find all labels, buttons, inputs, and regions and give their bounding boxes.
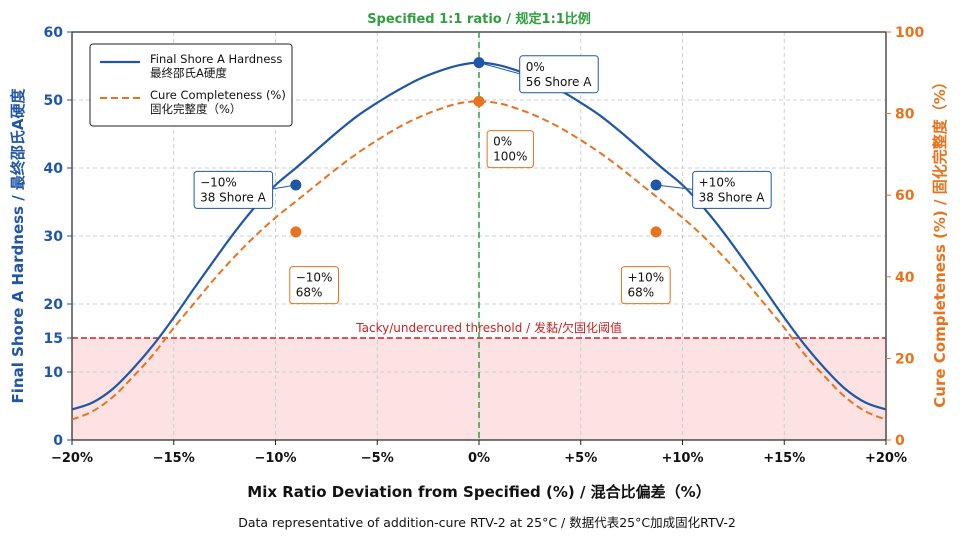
annotation-line2: 68%: [627, 286, 654, 300]
x-tick-label: −5%: [361, 451, 394, 466]
data-point-marker: [290, 226, 302, 238]
y-right-axis-title: Cure Completeness (%) / 固化完整度（%）: [931, 74, 949, 407]
annotation-line1: +10%: [699, 175, 736, 189]
data-markers: [290, 57, 662, 238]
y-right-tick-label: 40: [895, 270, 915, 286]
x-tick-label: 0%: [468, 451, 490, 466]
y-right-tick-label: 60: [895, 188, 915, 204]
x-axis-ticks: −20% −15% −10% −5% 0% +5% +10% +15% +20%: [51, 440, 907, 466]
y-left-axis-title: Final Shore A Hardness / 最终邵氏A硬度: [9, 87, 27, 403]
threshold-label: Tacky/undercured threshold / 发黏/欠固化阈值: [355, 320, 622, 335]
y-left-tick-label: 20: [44, 297, 64, 313]
data-point-marker: [650, 179, 662, 191]
data-point-marker: [650, 226, 662, 238]
y-left-tick-label: 40: [44, 161, 64, 177]
data-point-marker: [473, 57, 485, 69]
y-left-tick-label: 15: [44, 331, 63, 347]
y-left-axis-ticks: 0 10 15 20 30 40 50 60: [44, 25, 72, 449]
annotation-line2: 38 Shore A: [699, 190, 766, 204]
x-axis-title: Mix Ratio Deviation from Specified (%) /…: [247, 483, 710, 501]
legend-label-hardness-zh: 最终邵氏A硬度: [150, 66, 227, 80]
annotation-box: [620, 266, 671, 305]
y-right-tick-label: 80: [895, 107, 915, 123]
annotation-line1: −10%: [296, 271, 333, 285]
annotation-box: [692, 170, 772, 209]
y-left-tick-label: 0: [53, 433, 63, 449]
x-tick-label: +10%: [661, 451, 703, 466]
annotation-callout: 0%56 Shore A: [519, 55, 599, 94]
annotation-callout: −10%68%: [289, 266, 339, 305]
x-tick-label: −15%: [153, 451, 195, 466]
specified-ratio-label: Specified 1:1 ratio / 规定1:1比例: [367, 11, 591, 27]
y-right-tick-label: 20: [895, 351, 915, 367]
legend-label-cure-zh: 固化完整度（%）: [150, 102, 241, 116]
annotations: −10%38 Shore A0%56 Shore A+10%38 Shore A…: [193, 55, 772, 305]
y-left-tick-label: 30: [44, 229, 64, 245]
x-tick-label: −20%: [51, 451, 93, 466]
legend-box: [89, 43, 293, 127]
annotation-line1: −10%: [200, 175, 237, 189]
annotation-line1: +10%: [627, 271, 664, 285]
legend: Final Shore A Hardness 最终邵氏A硬度 Cure Comp…: [89, 43, 293, 127]
annotation-connector: [655, 184, 693, 190]
annotation-box: [289, 266, 339, 305]
data-point-marker: [290, 179, 302, 191]
annotation-connector: [478, 62, 520, 75]
annotation-callout: −10%38 Shore A: [193, 170, 274, 209]
y-left-tick-label: 10: [44, 365, 64, 381]
data-point-marker: [473, 95, 485, 107]
annotation-callout: 0%100%: [486, 130, 534, 169]
annotation-line2: 38 Shore A: [200, 190, 267, 204]
series-cure-line: [71, 100, 887, 421]
annotation-box: [193, 170, 274, 209]
annotation-line2: 100%: [493, 150, 527, 164]
x-tick-label: −10%: [254, 451, 296, 466]
annotation-box: [519, 55, 599, 94]
annotation-line1: 0%: [526, 60, 545, 74]
x-tick-label: +15%: [763, 451, 805, 466]
y-right-axis-ticks: 0 20 40 60 80 100: [886, 25, 924, 449]
annotation-line1: 0%: [493, 135, 512, 149]
x-tick-label: +5%: [564, 451, 597, 466]
y-left-tick-label: 50: [44, 93, 64, 109]
annotation-callout: +10%68%: [620, 266, 671, 305]
y-right-tick-label: 100: [895, 25, 924, 41]
legend-label-hardness: Final Shore A Hardness: [150, 52, 282, 66]
y-right-tick-label: 0: [895, 433, 905, 449]
annotation-line2: 68%: [296, 286, 323, 300]
legend-label-cure: Cure Completeness (%): [150, 88, 286, 102]
annotation-box: [486, 130, 534, 169]
chart-caption: Data representative of addition-cure RTV…: [238, 515, 736, 530]
x-tick-label: +20%: [865, 451, 907, 466]
annotation-callout: +10%38 Shore A: [692, 170, 772, 209]
annotation-line2: 56 Shore A: [526, 75, 593, 89]
y-left-tick-label: 60: [44, 25, 64, 41]
